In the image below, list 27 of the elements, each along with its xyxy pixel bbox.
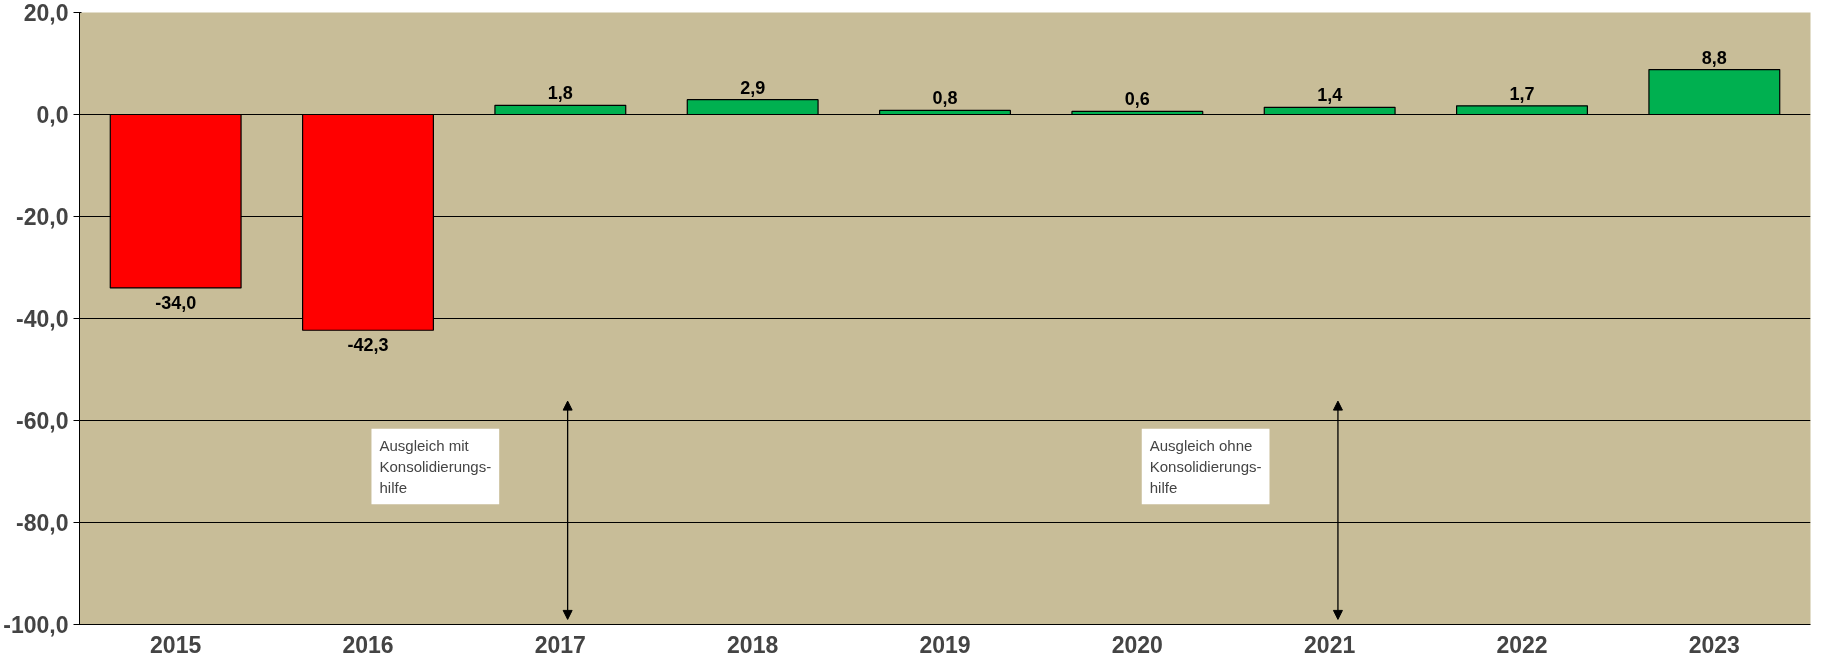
y-tick-label: -100,0 <box>3 612 69 638</box>
x-tick-label: 2015 <box>150 631 202 658</box>
data-label: 1,8 <box>547 83 573 104</box>
data-label: 1,4 <box>1317 85 1343 106</box>
x-tick-label: 2018 <box>727 631 779 658</box>
y-tick-label: -20,0 <box>16 204 69 230</box>
x-tick-label: 2017 <box>534 631 586 658</box>
x-tick-label: 2022 <box>1496 631 1548 658</box>
x-tick-label: 2019 <box>919 631 971 658</box>
annotation: Ausgleich ohne Konsolidierungs- hilfe <box>1149 436 1262 497</box>
data-label: 0,8 <box>932 88 958 109</box>
data-label: -34,0 <box>155 292 197 313</box>
data-label: 0,6 <box>1124 89 1150 110</box>
y-tick-label: 0,0 <box>36 102 69 128</box>
data-label: 8,8 <box>1701 47 1727 68</box>
y-tick-label: -40,0 <box>16 306 69 332</box>
y-tick-label: -60,0 <box>16 408 69 434</box>
y-tick-label: -80,0 <box>16 510 69 536</box>
x-tick-label: 2016 <box>342 631 394 658</box>
x-tick-label: 2023 <box>1688 631 1740 658</box>
y-tick-label: 20,0 <box>23 0 69 26</box>
x-tick-label: 2020 <box>1111 631 1163 658</box>
annotation: Ausgleich mit Konsolidierungs- hilfe <box>379 436 492 497</box>
data-label: 1,7 <box>1509 83 1535 104</box>
data-label: 2,9 <box>740 77 766 98</box>
data-label: -42,3 <box>347 335 389 356</box>
x-tick-label: 2021 <box>1304 631 1356 658</box>
